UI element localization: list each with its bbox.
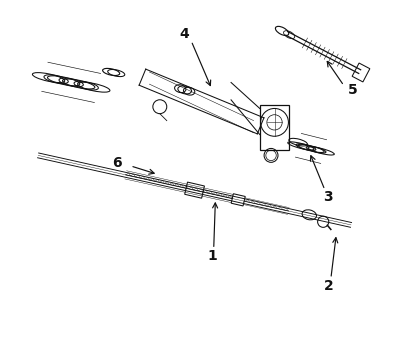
Text: 2: 2 [324,280,333,294]
Bar [184,182,204,198]
Text: 5: 5 [347,83,357,97]
Bar [351,63,369,82]
Text: 4: 4 [179,27,189,41]
Text: 3: 3 [323,190,333,204]
Text: 1: 1 [207,249,216,263]
Text: 6: 6 [112,156,122,170]
Bar [231,194,245,206]
Bar [259,105,289,150]
